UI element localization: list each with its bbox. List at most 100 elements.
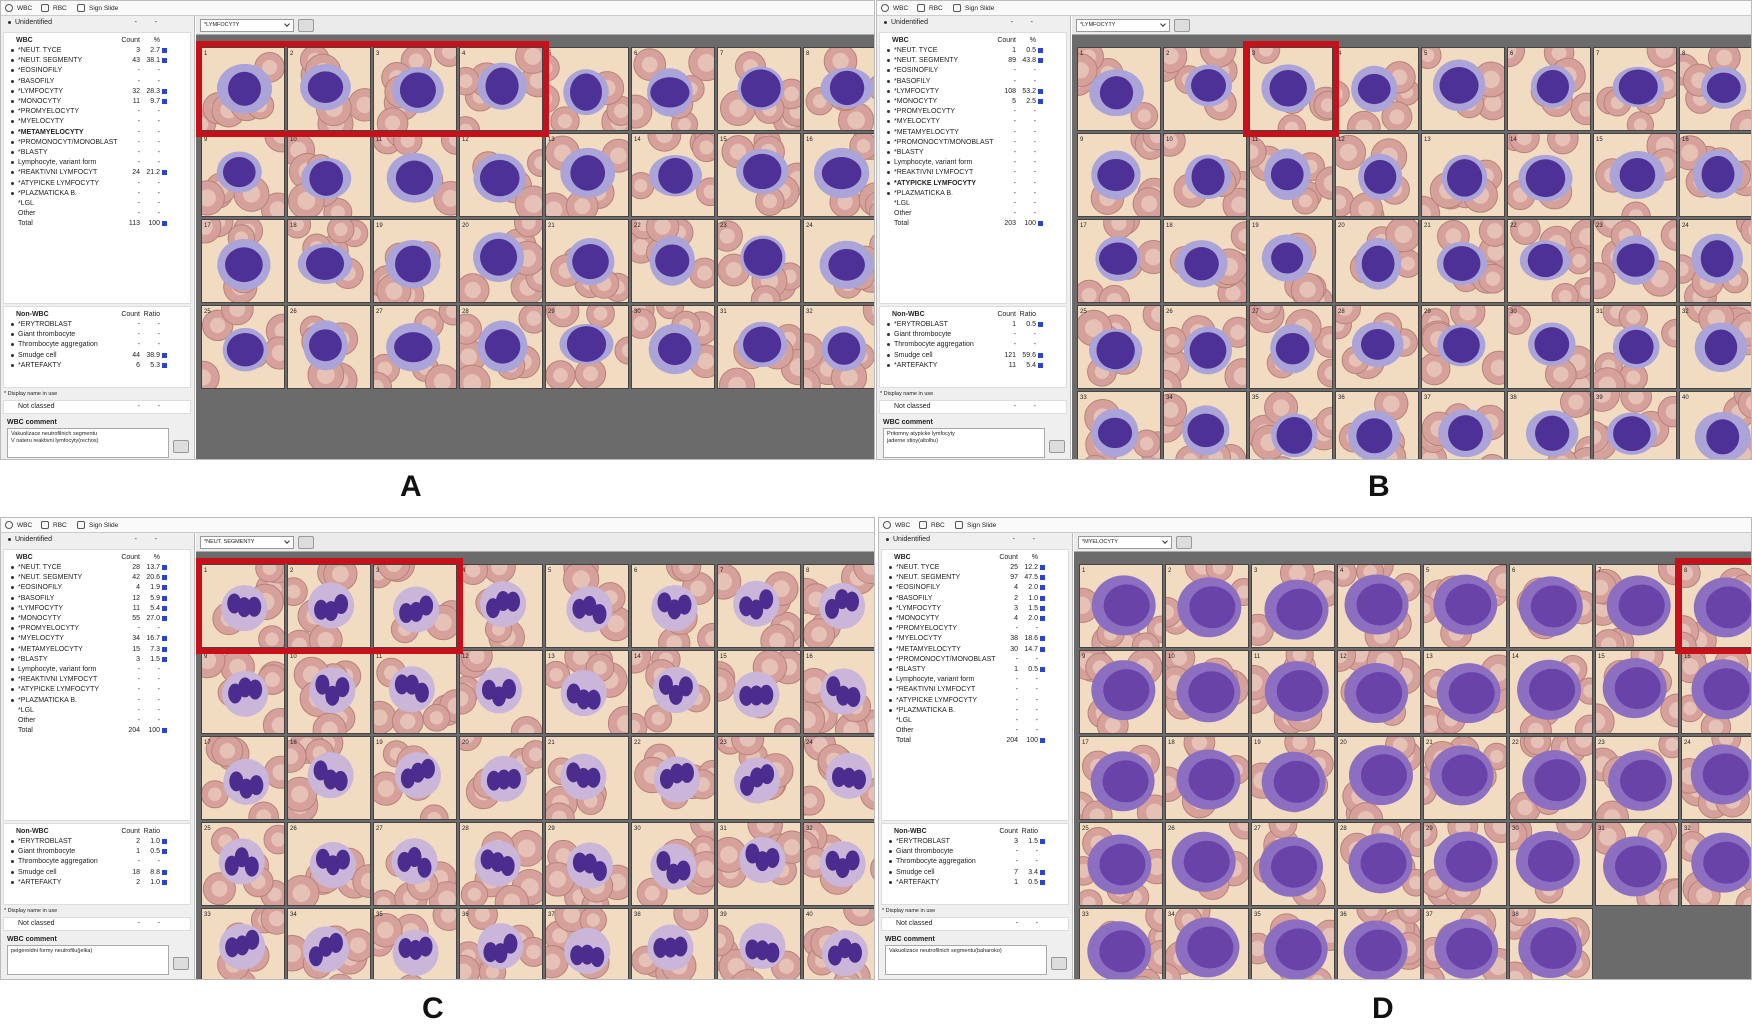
- tab[interactable]: Sign Slide: [89, 5, 119, 12]
- comment-button[interactable]: [298, 19, 314, 32]
- cell-number: 9: [1082, 654, 1086, 660]
- tab[interactable]: WBC: [895, 522, 911, 529]
- red-blood-cell-center: [1668, 326, 1677, 341]
- row-count: 4: [136, 584, 140, 592]
- red-blood-cell-center: [1633, 118, 1647, 131]
- red-blood-cell-center: [1650, 269, 1669, 288]
- dropdown-value: *NEUT. SEGMENTY: [204, 539, 255, 545]
- comment-button[interactable]: [1051, 957, 1067, 970]
- cell-image: 23: [717, 736, 801, 820]
- category-dropdown[interactable]: *LYMFOCYTY: [200, 19, 294, 32]
- cell-image: 16: [803, 133, 874, 217]
- cell-image: 17: [1077, 219, 1161, 303]
- table-header: Non-WBC: [16, 311, 49, 318]
- nucleus: [1270, 158, 1304, 191]
- tab[interactable]: RBC: [53, 522, 67, 529]
- dropdown-arrow: [284, 538, 290, 544]
- category-dropdown[interactable]: *NEUT. SEGMENTY: [200, 536, 294, 549]
- row-percent: 1.5: [150, 655, 160, 663]
- comment-button[interactable]: [1174, 19, 1190, 32]
- panel-label: D: [1372, 992, 1394, 1025]
- red-blood-cell-center: [400, 133, 415, 148]
- indicator: [1040, 839, 1045, 844]
- tab[interactable]: WBC: [17, 522, 33, 529]
- bullet: [887, 120, 890, 124]
- row-name: *NEUT. SEGMENTY: [894, 57, 959, 65]
- row-name: *BLASTY: [18, 149, 48, 156]
- comment-button[interactable]: [1049, 440, 1065, 453]
- comment-button[interactable]: [298, 536, 314, 549]
- tab[interactable]: RBC: [929, 5, 943, 12]
- row-count: 11: [132, 98, 140, 105]
- red-blood-cell-center: [654, 219, 671, 235]
- row-percent: 2.0: [1028, 615, 1038, 622]
- row-name: *PROMYELOCYTY: [894, 108, 956, 116]
- row-count: -: [1015, 920, 1018, 927]
- comment-button[interactable]: [173, 957, 189, 970]
- row-percent: 1.0: [1028, 594, 1038, 602]
- cell-image: 17: [1079, 736, 1163, 820]
- cell-number: 35: [1252, 395, 1259, 401]
- tab[interactable]: RBC: [931, 522, 945, 529]
- red-blood-cell-center: [219, 743, 236, 759]
- red-blood-cell-center: [679, 564, 694, 574]
- row-name: *PROMONOCYT/MONOBLAST: [896, 655, 996, 663]
- tab[interactable]: WBC: [17, 5, 33, 12]
- cell-image: 23: [1593, 219, 1677, 303]
- cell-number: 36: [462, 912, 469, 918]
- cell-image: 7: [1593, 47, 1677, 131]
- tab[interactable]: WBC: [893, 5, 909, 12]
- comment-line: jaderne stiny(altolhu): [887, 438, 939, 444]
- tab[interactable]: Sign Slide: [967, 522, 997, 529]
- red-blood-cell-center: [586, 913, 600, 927]
- nucleus: [1618, 69, 1658, 105]
- cell-image: 29: [1423, 822, 1507, 906]
- row-count: -: [137, 118, 140, 126]
- tab[interactable]: RBC: [53, 5, 67, 12]
- red-blood-cell-center: [545, 953, 561, 970]
- row-name: *PLAZMATICKA B.: [18, 696, 77, 704]
- cell-border: [373, 822, 457, 906]
- tab[interactable]: Sign Slide: [965, 5, 995, 12]
- red-blood-cell-center: [807, 854, 822, 870]
- cell-border: [1593, 305, 1677, 389]
- row-percent: 5.9: [150, 594, 160, 602]
- row-percent: 1.0: [150, 838, 160, 845]
- table-header: Non-WBC: [16, 828, 49, 835]
- cell-image: 14: [1509, 650, 1593, 734]
- cell-image: 23: [1595, 736, 1679, 820]
- bullet: [889, 617, 892, 620]
- comment-button[interactable]: [1176, 536, 1192, 549]
- cell-image: 7: [717, 47, 801, 131]
- cell-number: 39: [1596, 395, 1603, 401]
- cell-border: [1251, 822, 1335, 906]
- red-blood-cell-center: [632, 238, 650, 256]
- cell-number: 8: [1684, 568, 1688, 574]
- comment-button[interactable]: [173, 440, 189, 453]
- row-name: Lymphocyte, variant form: [18, 666, 97, 673]
- cell-border: [1423, 736, 1507, 820]
- red-blood-cell-center: [1288, 564, 1306, 582]
- category-dropdown[interactable]: *MYELOCYTY: [1078, 536, 1172, 549]
- cell-number: 17: [1080, 223, 1087, 229]
- nucleus-lobe: [576, 689, 591, 710]
- nucleus: [658, 332, 692, 366]
- red-blood-cell-center: [1233, 367, 1247, 385]
- cell-number: 25: [204, 826, 211, 832]
- nucleus-lobe: [658, 674, 673, 695]
- category-dropdown[interactable]: *LYMFOCYTY: [1076, 19, 1170, 32]
- row-percent: -: [1035, 858, 1038, 866]
- row-percent: -: [157, 706, 160, 714]
- cell-image: 2: [287, 564, 371, 648]
- cell-number: 4: [462, 568, 466, 574]
- tab[interactable]: Sign Slide: [89, 522, 119, 529]
- cell-number: 8: [806, 568, 810, 574]
- red-blood-cell-center: [459, 691, 469, 707]
- red-blood-cell-center: [1225, 285, 1241, 301]
- nucleus: [1534, 327, 1570, 362]
- cell-image: 26: [287, 822, 371, 906]
- red-blood-cell-center: [1495, 573, 1507, 590]
- cell-number: 2: [1166, 51, 1170, 57]
- nucleus-lobe: [669, 763, 684, 784]
